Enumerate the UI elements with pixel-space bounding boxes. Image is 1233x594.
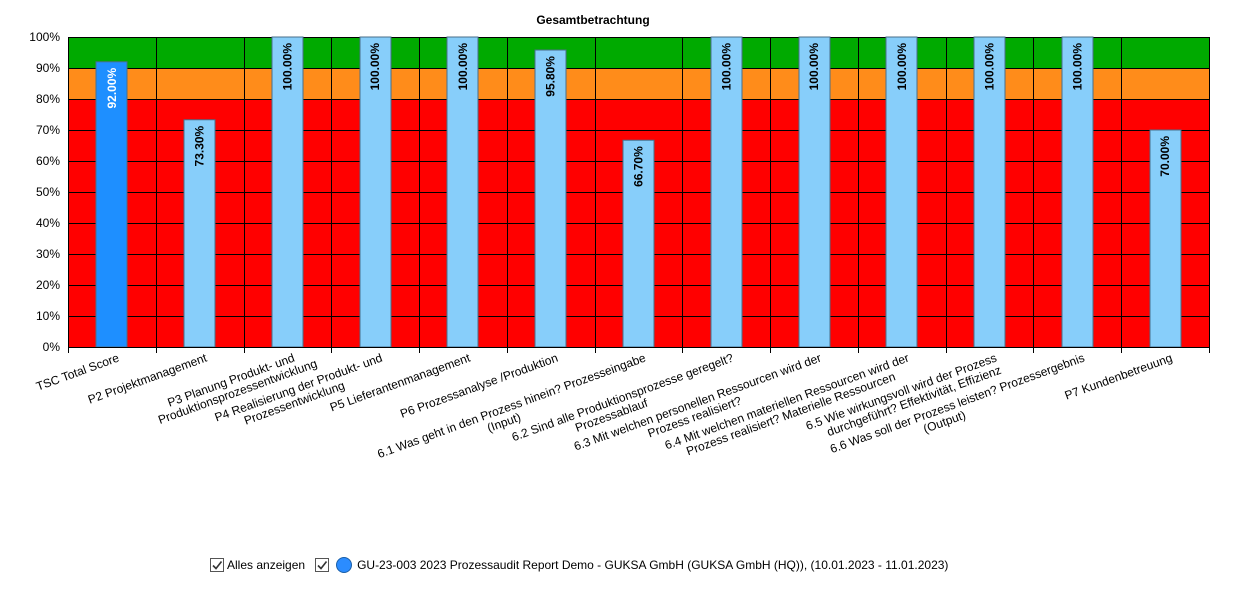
x-tick-label-line: P5 Lieferantenmanagement	[328, 350, 473, 414]
bar-value-label: 100.00%	[280, 43, 294, 91]
y-tick-label: 0%	[43, 340, 61, 354]
bar-value-label: 95.80%	[544, 56, 558, 97]
chart-title: Gesamtbetrachtung	[536, 13, 649, 27]
y-tick-label: 60%	[36, 154, 60, 168]
y-tick-label: 90%	[36, 61, 60, 75]
axes	[68, 37, 1209, 348]
threshold-band	[68, 37, 1209, 68]
bar-value-label: 100.00%	[1070, 43, 1084, 91]
bar	[710, 36, 743, 348]
bar-chart: Gesamtbetrachtung 92.00% 73.30% 100.00% 100…	[29, 13, 1210, 461]
bar-value-label: 70.00%	[1158, 136, 1172, 177]
series-checkbox[interactable]	[315, 558, 330, 572]
bar-value-label: 100.00%	[456, 43, 470, 91]
bar-value-label: 73.30%	[193, 125, 207, 166]
bar-value-label: 100.00%	[807, 43, 821, 91]
bar	[183, 119, 216, 348]
y-axis-labels: 0% 10% 20% 30% 40% 50% 60% 70% 80% 90% 100%	[29, 30, 60, 354]
bar-value-label: 100.00%	[983, 43, 997, 91]
y-tick-label: 40%	[36, 216, 60, 230]
bar-value-label: 100.00%	[895, 43, 909, 91]
y-tick-label: 80%	[36, 92, 60, 106]
y-tick-label: 30%	[36, 247, 60, 261]
x-tick-label: P5 Lieferantenmanagement	[328, 350, 473, 414]
bar	[885, 36, 918, 348]
y-tick-label: 20%	[36, 278, 60, 292]
show-all-label[interactable]: Alles anzeigen	[227, 558, 306, 572]
bar	[798, 36, 831, 348]
bar	[1061, 36, 1094, 348]
series-label[interactable]: GU-23-003 2023 Prozessaudit Report Demo …	[357, 558, 949, 572]
bar	[1149, 129, 1182, 348]
bar	[622, 139, 655, 348]
bars: 92.00% 73.30% 100.00% 100.00% 100.00% 95.80% 6…	[95, 36, 1182, 348]
legend: Alles anzeigen GU-23-003 2023 Prozessaud…	[210, 555, 948, 575]
threshold-band	[68, 68, 1209, 99]
series-color-dot	[336, 557, 353, 573]
y-tick-label: 50%	[36, 185, 60, 199]
bar	[271, 36, 304, 348]
y-tick-label: 10%	[36, 309, 60, 323]
checkbox-checked-icon	[317, 561, 328, 570]
bar-value-label: 100.00%	[368, 43, 382, 91]
bar-value-label: 100.00%	[719, 43, 733, 91]
bar	[973, 36, 1006, 348]
bar-value-label: 92.00%	[105, 67, 119, 108]
y-tick-label: 70%	[36, 123, 60, 137]
bar	[95, 61, 128, 348]
y-tick-label: 100%	[29, 30, 60, 44]
checkbox-checked-icon	[212, 561, 223, 570]
bar	[446, 36, 479, 348]
bar-value-label: 66.70%	[632, 146, 646, 187]
show-all-checkbox[interactable]	[210, 558, 224, 572]
